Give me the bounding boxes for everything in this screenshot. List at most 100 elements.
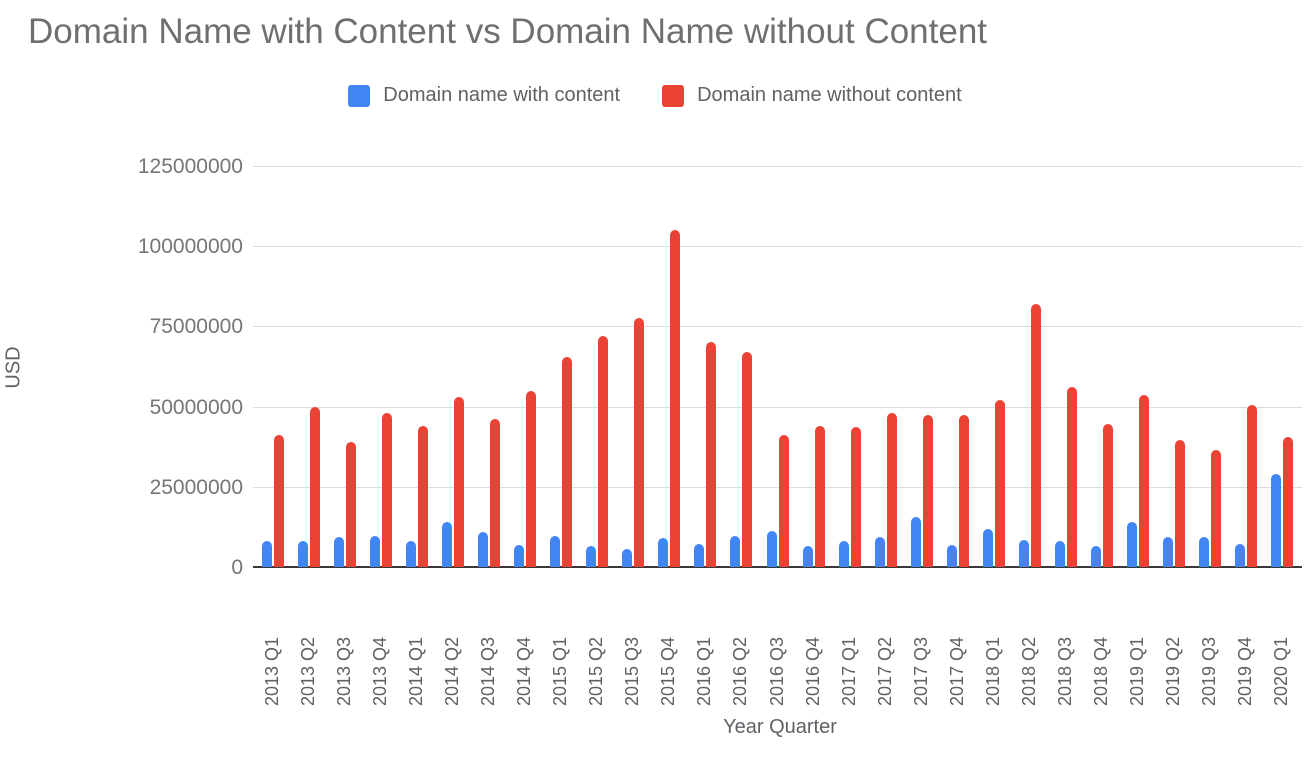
bar-with-content bbox=[514, 545, 524, 567]
x-axis-tick-label: 2013 Q4 bbox=[370, 636, 390, 706]
bar-without-content bbox=[779, 435, 789, 567]
bar-with-content bbox=[586, 546, 596, 567]
bar-without-content bbox=[382, 413, 392, 567]
bar-without-content bbox=[1247, 405, 1257, 567]
x-axis-tick-label: 2020 Q1 bbox=[1271, 636, 1291, 706]
bar-without-content bbox=[923, 415, 933, 567]
y-axis-tick-label: 25000000 bbox=[149, 475, 243, 499]
bar-without-content bbox=[995, 400, 1005, 567]
x-axis-tick-label: 2016 Q1 bbox=[694, 636, 714, 706]
x-axis-tick-label: 2013 Q1 bbox=[262, 636, 282, 706]
x-axis-tick-label: 2017 Q1 bbox=[839, 636, 859, 706]
bar-without-content bbox=[1067, 387, 1077, 567]
bar-without-content bbox=[1211, 450, 1221, 567]
bar-without-content bbox=[310, 407, 320, 567]
bar-with-content bbox=[694, 544, 704, 567]
bar-with-content bbox=[1019, 540, 1029, 567]
y-axis-tick-label: 0 bbox=[231, 556, 243, 579]
bar-with-content bbox=[983, 529, 993, 567]
bar-without-content bbox=[346, 442, 356, 567]
bar-with-content bbox=[767, 531, 777, 567]
bar-without-content bbox=[562, 357, 572, 567]
bar-without-content bbox=[1175, 440, 1185, 567]
bar-with-content bbox=[478, 532, 488, 567]
bar-without-content bbox=[454, 397, 464, 567]
bar-with-content bbox=[1091, 546, 1101, 567]
bar-without-content bbox=[598, 336, 608, 567]
legend-label-without-content: Domain name without content bbox=[697, 84, 962, 106]
x-axis-tick-label: 2013 Q3 bbox=[334, 636, 354, 706]
gridline bbox=[253, 326, 1302, 328]
y-axis-tick-label: 125000000 bbox=[137, 155, 243, 178]
bar-without-content bbox=[1031, 304, 1041, 567]
bar-with-content bbox=[550, 536, 560, 567]
bar-without-content bbox=[1103, 424, 1113, 567]
x-axis-tick-label: 2017 Q4 bbox=[947, 636, 967, 706]
bar-without-content bbox=[274, 435, 284, 567]
x-axis-tick-label: 2015 Q1 bbox=[550, 636, 570, 706]
y-axis-title: USD bbox=[2, 346, 25, 389]
bar-with-content bbox=[947, 545, 957, 567]
bar-without-content bbox=[1139, 395, 1149, 567]
gridline bbox=[253, 406, 1302, 408]
x-axis-tick-label: 2019 Q3 bbox=[1199, 636, 1219, 706]
bar-without-content bbox=[526, 391, 536, 567]
bar-with-content bbox=[1127, 522, 1137, 567]
chart-title: Domain Name with Content vs Domain Name … bbox=[28, 12, 988, 51]
legend-swatch-with-content-icon bbox=[348, 84, 371, 107]
bar-without-content bbox=[670, 230, 680, 567]
x-axis-tick-label: 2018 Q3 bbox=[1055, 636, 1075, 706]
bar-with-content bbox=[1271, 474, 1281, 567]
bar-with-content bbox=[839, 541, 849, 567]
x-axis-title: Year Quarter bbox=[723, 716, 837, 738]
x-axis-line bbox=[253, 566, 1302, 568]
bar-with-content bbox=[875, 537, 885, 567]
x-axis-tick-label: 2014 Q1 bbox=[406, 636, 426, 706]
bar-with-content bbox=[730, 536, 740, 567]
bar-with-content bbox=[442, 522, 452, 567]
chart-legend: Domain name with content Domain name wit… bbox=[0, 84, 1310, 107]
x-axis-tick-label: 2014 Q3 bbox=[478, 636, 498, 706]
x-axis-tick-label: 2016 Q3 bbox=[767, 636, 787, 706]
x-axis-tick-label: 2018 Q4 bbox=[1091, 636, 1111, 706]
bar-without-content bbox=[634, 318, 644, 567]
x-axis-tick-label: 2013 Q2 bbox=[298, 636, 318, 706]
y-axis-tick-label: 100000000 bbox=[137, 235, 243, 259]
bar-with-content bbox=[658, 538, 668, 567]
bar-with-content bbox=[1235, 544, 1245, 567]
legend-item-with-content: Domain name with content bbox=[348, 84, 620, 107]
x-axis-tick-label: 2016 Q2 bbox=[730, 636, 750, 706]
bar-with-content bbox=[334, 537, 344, 567]
bar-with-content bbox=[911, 517, 921, 567]
bar-without-content bbox=[742, 352, 752, 567]
bar-with-content bbox=[622, 549, 632, 567]
legend-label-with-content: Domain name with content bbox=[383, 84, 621, 106]
bar-without-content bbox=[959, 415, 969, 567]
x-axis-tick-label: 2019 Q1 bbox=[1127, 636, 1147, 706]
x-axis-tick-label: 2015 Q4 bbox=[658, 636, 678, 706]
x-axis-tick-label: 2014 Q4 bbox=[514, 636, 534, 706]
bar-with-content bbox=[1163, 537, 1173, 567]
x-axis-tick-label: 2015 Q3 bbox=[622, 636, 642, 706]
y-axis-tick-label: 75000000 bbox=[149, 315, 243, 339]
legend-swatch-without-content-icon bbox=[662, 84, 685, 107]
bar-with-content bbox=[406, 541, 416, 567]
bar-without-content bbox=[815, 426, 825, 567]
x-axis-tick-label: 2014 Q2 bbox=[442, 636, 462, 706]
bar-without-content bbox=[1283, 437, 1293, 567]
gridline bbox=[253, 166, 1302, 167]
bar-with-content bbox=[298, 541, 308, 567]
y-axis-tick-label: 50000000 bbox=[149, 395, 243, 419]
x-axis-tick-label: 2018 Q1 bbox=[983, 636, 1003, 706]
x-axis-tick-label: 2015 Q2 bbox=[586, 636, 606, 706]
bar-with-content bbox=[1055, 541, 1065, 567]
legend-item-without-content: Domain name without content bbox=[662, 84, 962, 107]
bar-without-content bbox=[490, 419, 500, 567]
bar-with-content bbox=[262, 541, 272, 567]
bar-without-content bbox=[887, 413, 897, 567]
bar-without-content bbox=[706, 342, 716, 567]
bar-with-content bbox=[370, 536, 380, 567]
bar-with-content bbox=[1199, 537, 1209, 567]
bar-without-content bbox=[418, 426, 428, 567]
